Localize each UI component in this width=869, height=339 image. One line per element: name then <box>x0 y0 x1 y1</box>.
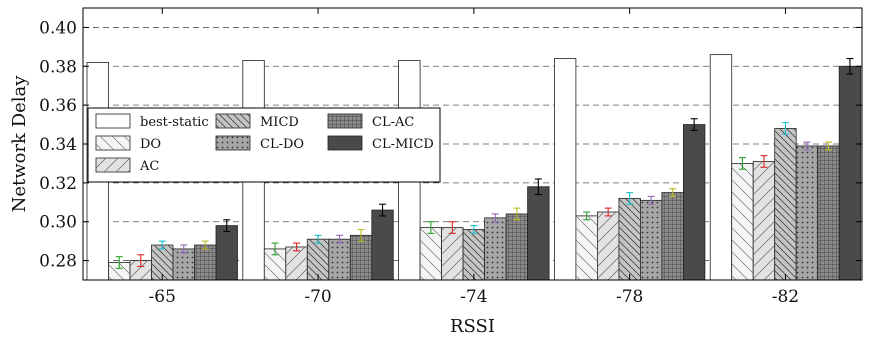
bar-hatch-DO--74 <box>420 227 442 280</box>
bar-CL-MICD--74 <box>527 186 550 281</box>
bar-series <box>86 54 862 281</box>
error-bar-CL-MICD--65 <box>223 219 231 232</box>
bar-hatch-CL-AC--70 <box>350 235 372 280</box>
legend: best-static DO AC MICD CL-DO CL-AC CL-MICD <box>87 107 441 183</box>
legend-item-MICD: MICD <box>215 113 299 130</box>
bar-hatch-DO--70 <box>264 248 286 280</box>
error-bar-CL-MICD--74 <box>534 178 542 196</box>
legend-label: best-static <box>140 115 209 130</box>
legend-label: CL-DO <box>260 137 304 152</box>
error-bars <box>115 57 854 269</box>
error-bar-DO--74 <box>427 221 435 234</box>
error-bar-MICD--65 <box>158 240 166 250</box>
x-tick-label: -78 <box>616 287 643 307</box>
error-bar-CL-DO--65 <box>180 244 188 254</box>
error-bar-MICD--82 <box>781 122 789 135</box>
bar-hatch-AC--78 <box>597 212 619 280</box>
bar-hatch-CL-AC--82 <box>817 145 840 280</box>
error-bar-CL-DO--70 <box>336 234 344 244</box>
error-bar-CL-AC--78 <box>669 188 677 198</box>
y-tick-label: 0.32 <box>39 174 77 194</box>
legend-label: CL-AC <box>372 115 414 130</box>
error-bar-CL-DO--82 <box>803 141 811 151</box>
error-bar-CL-MICD--78 <box>690 118 698 131</box>
legend-box <box>87 107 441 183</box>
bar-hatch-CL-AC--65 <box>194 245 216 280</box>
error-bar-MICD--74 <box>470 225 478 234</box>
x-tick-label: -82 <box>772 287 799 307</box>
bar-hatch-CL-DO--70 <box>328 239 351 280</box>
legend-label: MICD <box>260 115 299 130</box>
bar-CL-MICD--82 <box>838 65 862 281</box>
bar-hatch-CL-DO--74 <box>484 217 507 280</box>
error-bar-CL-DO--74 <box>491 213 499 223</box>
error-bar-DO--65 <box>115 256 123 269</box>
error-bar-MICD--78 <box>626 192 634 205</box>
legend-label: AC <box>139 159 159 174</box>
bar-hatch-CL-DO--65 <box>173 248 195 280</box>
bar-hatch-CL-DO--82 <box>796 145 818 280</box>
legend-item-CL-AC: CL-AC <box>327 113 414 130</box>
y-tick-label: 0.38 <box>39 57 77 77</box>
x-axis-ticks: -65 -70 -74 -78 -82 <box>149 8 799 307</box>
legend-label: CL-MICD <box>372 137 434 152</box>
bar-hatch-CL-AC--78 <box>661 192 684 280</box>
legend-label: DO <box>140 137 161 152</box>
error-bar-MICD--70 <box>314 234 322 244</box>
bar-CL-MICD--70 <box>371 209 394 281</box>
error-bar-AC--65 <box>137 254 145 267</box>
bar-hatch-AC--82 <box>753 161 775 280</box>
bar-hatch-CL-DO--78 <box>640 200 662 280</box>
bar-hatch-MICD--65 <box>151 245 173 280</box>
error-bar-DO--70 <box>271 242 279 256</box>
bar-CL-MICD--78 <box>683 124 706 281</box>
y-tick-label: 0.30 <box>39 213 77 233</box>
y-tick-label: 0.28 <box>39 252 77 272</box>
y-axis-title: Network Delay <box>9 75 30 213</box>
error-bar-AC--78 <box>604 207 612 217</box>
error-bar-CL-MICD--70 <box>379 203 387 217</box>
bar-hatch-AC--65 <box>130 260 152 280</box>
x-tick-label: -70 <box>304 287 331 307</box>
error-bar-AC--82 <box>760 155 768 168</box>
legend-item-CL-DO: CL-DO <box>215 135 304 152</box>
bar-CL-MICD--65 <box>215 225 238 281</box>
legend-item-CL-MICD: CL-MICD <box>327 135 434 152</box>
x-tick-label: -74 <box>460 287 487 307</box>
error-bar-CL-MICD--82 <box>846 57 854 75</box>
bar-hatch-DO--78 <box>575 215 598 280</box>
error-bar-DO--82 <box>738 157 746 170</box>
error-bar-CL-DO--78 <box>647 195 655 205</box>
bar-best-static--78 <box>554 58 577 281</box>
error-bar-DO--78 <box>583 211 591 221</box>
legend-item-best-static: best-static <box>95 113 209 130</box>
bar-hatch-MICD--74 <box>463 229 485 280</box>
bar-best-static--82 <box>709 54 733 281</box>
legend-item-DO: DO <box>95 135 161 152</box>
bar-hatch-AC--74 <box>441 227 464 280</box>
error-bar-CL-AC--70 <box>357 228 365 242</box>
error-bar-AC--74 <box>448 221 456 234</box>
bar-hatch-AC--70 <box>285 246 308 280</box>
bar-hatch-MICD--78 <box>618 198 641 280</box>
bar-hatch-MICD--70 <box>307 239 329 280</box>
error-bar-AC--70 <box>293 242 301 252</box>
legend-item-AC: AC <box>95 157 159 174</box>
x-axis-title: RSSI <box>450 316 495 337</box>
legend-swatch <box>95 113 131 129</box>
bar-hatch-CL-AC--74 <box>506 213 528 280</box>
bar-hatch-DO--82 <box>731 163 754 280</box>
legend-swatch <box>327 135 363 151</box>
error-bar-CL-AC--82 <box>824 141 832 151</box>
y-tick-label: 0.40 <box>39 18 77 38</box>
y-tick-label: 0.36 <box>39 96 77 116</box>
bar-hatch-MICD--82 <box>774 128 797 280</box>
y-tick-label: 0.34 <box>39 135 77 155</box>
x-tick-label: -65 <box>149 287 176 307</box>
bar-hatch-DO--65 <box>108 262 130 280</box>
error-bar-CL-AC--74 <box>513 207 521 221</box>
error-bar-CL-AC--65 <box>201 240 209 250</box>
y-axis-ticks: 0.28 0.30 0.32 0.34 0.36 0.38 0.40 <box>39 18 862 272</box>
